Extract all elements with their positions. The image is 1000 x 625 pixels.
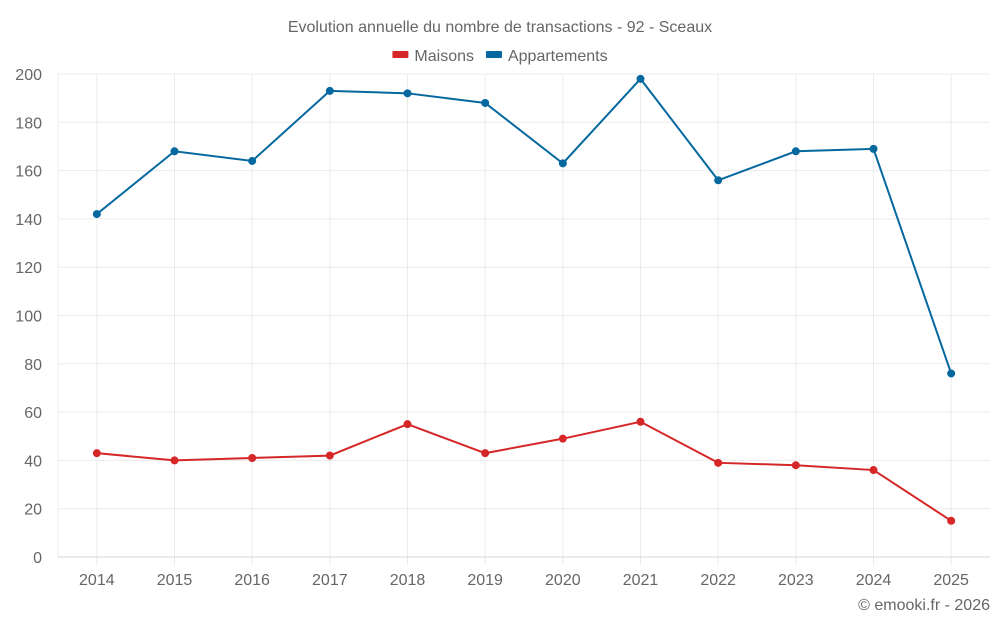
data-point[interactable] [947, 516, 956, 525]
series-appartements [92, 74, 956, 378]
data-point[interactable] [481, 98, 490, 107]
data-point[interactable] [714, 458, 723, 467]
gridlines [57, 73, 990, 565]
x-tick-label: 2020 [545, 572, 581, 589]
y-tick-label: 20 [24, 502, 42, 519]
x-tick-label: 2018 [390, 572, 426, 589]
y-tick-label: 120 [15, 260, 42, 277]
y-tick-label: 140 [15, 212, 42, 229]
data-point[interactable] [481, 449, 490, 458]
legend-label: Maisons [414, 48, 474, 65]
data-point[interactable] [869, 144, 878, 153]
data-point[interactable] [636, 74, 645, 83]
x-tick-label: 2022 [700, 572, 736, 589]
y-tick-label: 0 [33, 550, 42, 567]
legend-label: Appartements [508, 48, 608, 65]
y-tick-label: 40 [24, 453, 42, 470]
data-point[interactable] [325, 86, 334, 95]
data-point[interactable] [92, 449, 101, 458]
data-point[interactable] [636, 417, 645, 426]
data-point[interactable] [869, 466, 878, 475]
data-point[interactable] [325, 451, 334, 460]
x-tick-label: 2014 [79, 572, 115, 589]
data-point[interactable] [403, 89, 412, 98]
data-point[interactable] [791, 461, 800, 470]
y-tick-label: 160 [15, 164, 42, 181]
data-point[interactable] [791, 147, 800, 156]
data-point[interactable] [248, 156, 257, 165]
x-tick-label: 2023 [778, 572, 814, 589]
data-point[interactable] [558, 159, 567, 168]
series-group [92, 74, 956, 525]
series-maisons [92, 417, 956, 525]
x-tick-label: 2024 [856, 572, 892, 589]
data-point[interactable] [170, 147, 179, 156]
y-axis: 0 20 40 60 80 100 120 140 160 180 200 [15, 67, 42, 567]
x-tick-label: 2019 [467, 572, 503, 589]
data-point[interactable] [92, 210, 101, 219]
chart-title: Evolution annuelle du nombre de transact… [288, 19, 712, 36]
x-tick-label: 2017 [312, 572, 348, 589]
x-tick-label: 2015 [157, 572, 193, 589]
x-axis: 2014 2015 2016 2017 2018 2019 2020 2021 2022 2023… [58, 556, 990, 589]
y-tick-label: 60 [24, 405, 42, 422]
series-line [96, 420, 952, 522]
legend: Maisons Appartements [392, 48, 608, 65]
legend-item-appartements[interactable]: Appartements [485, 48, 608, 65]
y-tick-label: 180 [15, 115, 42, 132]
data-point[interactable] [947, 369, 956, 378]
data-point[interactable] [170, 456, 179, 465]
credit-text: © emooki.fr - 2026 [858, 597, 990, 614]
y-tick-label: 200 [15, 67, 42, 84]
legend-swatch [485, 51, 502, 58]
data-point[interactable] [714, 176, 723, 185]
legend-item-maisons[interactable]: Maisons [392, 48, 474, 65]
x-tick-label: 2025 [933, 572, 969, 589]
data-point[interactable] [403, 420, 412, 429]
series-line [96, 77, 953, 374]
data-point[interactable] [558, 434, 567, 443]
y-tick-label: 100 [15, 309, 42, 326]
x-tick-label: 2016 [234, 572, 270, 589]
y-tick-label: 80 [24, 357, 42, 374]
legend-swatch [392, 51, 409, 58]
x-tick-label: 2021 [623, 572, 659, 589]
data-point[interactable] [248, 453, 257, 462]
